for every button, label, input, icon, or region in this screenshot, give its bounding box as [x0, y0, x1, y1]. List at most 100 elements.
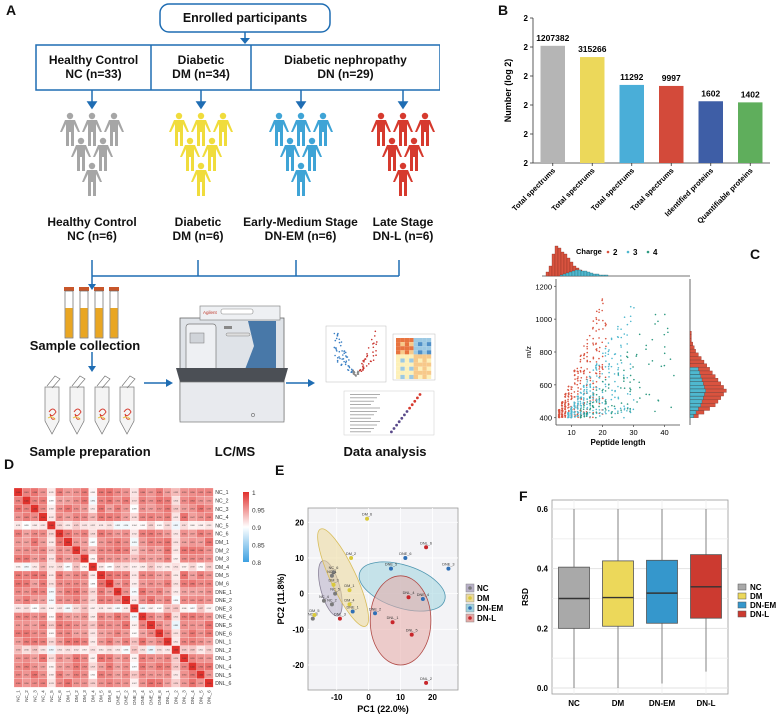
scatter-point-charge3 [623, 407, 626, 410]
scatter-point-charge4 [654, 410, 656, 413]
right-hist-bar-charge3 [689, 388, 706, 393]
heatmap-cell-value: 0.951 [157, 583, 162, 585]
scatter-point-charge2 [583, 345, 585, 347]
heatmap-cell-value: 0.937 [91, 517, 96, 519]
scatter-point-charge3 [610, 365, 613, 368]
y-axis-title: Number (log 2) [503, 59, 513, 123]
mini-heatmap-cell [413, 342, 418, 347]
scatter-point-charge3 [576, 415, 579, 417]
scatter-point-charge4 [588, 396, 591, 399]
scatter-point-charge4 [595, 401, 598, 403]
pca-point-label: DM_2 [346, 552, 356, 556]
heatmap-row-label: NC_2 [215, 498, 228, 504]
scatter-point-charge2 [561, 401, 564, 404]
scatter-point-charge3 [585, 383, 588, 386]
heatmap-cell-value: 0.909 [132, 583, 137, 585]
pca-point-label: DNE_4 [417, 593, 429, 597]
confidence-ellipse-dn-l [369, 575, 432, 666]
heatmap-row-label: DNL_5 [215, 673, 231, 679]
enrichment-dot [397, 420, 401, 424]
bar-value-label: 1402 [741, 89, 760, 99]
scatter-point-charge4 [604, 390, 607, 392]
scatter-point-charge4 [663, 352, 666, 355]
scatter-point-charge4 [673, 374, 675, 377]
mini-heatmap-cell [413, 366, 418, 371]
scatter-point-charge3 [595, 408, 598, 411]
scatter-point-charge4 [592, 393, 594, 395]
scatter-point-charge3 [583, 390, 585, 392]
pca-point [337, 616, 342, 621]
heatmap-cell-value: 0.969 [207, 625, 212, 627]
tube-sample [65, 308, 73, 338]
heatmap-cell-value: 0.952 [157, 675, 162, 677]
heatmap-cell-value: 1.000 [99, 575, 104, 577]
scatter-point-charge3 [586, 403, 588, 406]
pca-point-label: DNE_2 [369, 607, 381, 611]
heatmap-cell-value: 0.905 [16, 567, 21, 569]
heatmap-cell-value: 0.952 [16, 517, 21, 519]
heatmap-cell-value: 0.958 [57, 583, 62, 585]
eppendorf-lid [96, 375, 111, 389]
scatter-point-charge3 [570, 414, 573, 417]
heatmap-cell-value: 0.895 [116, 608, 121, 610]
heatmap-cell-value: 0.956 [41, 633, 46, 635]
heatmap-cell-value: 0.945 [116, 666, 121, 668]
colorbar [243, 492, 249, 562]
scatter-point-charge2 [598, 370, 601, 373]
heatmap-cell-value: 0.914 [66, 650, 71, 652]
scatter-point-charge4 [623, 376, 625, 379]
volcano-point [372, 359, 375, 361]
scatter-point-charge4 [620, 359, 622, 361]
volcano-point [359, 369, 362, 371]
top-hist-bar-charge3 [586, 271, 591, 277]
scatter-point-charge2 [592, 356, 595, 359]
heatmap-cell-value: 0.964 [57, 492, 62, 494]
heatmap-cell-value: 0.954 [149, 550, 154, 552]
heatmap-cell-value: 0.968 [74, 592, 79, 594]
y-tick-label: 2 [524, 159, 529, 168]
scatter-point-charge3 [595, 363, 598, 365]
volcano-point [354, 374, 357, 377]
heatmap-cell-value: 0.957 [199, 600, 204, 602]
mini-heatmap-cell [413, 338, 418, 343]
mini-heatmap-cell [413, 374, 418, 379]
scatter-point-charge3 [614, 353, 617, 355]
scatter-point-charge3 [592, 369, 595, 371]
y-tick-label: 0.4 [537, 565, 549, 574]
heatmap-cell-value: 1.000 [174, 650, 179, 652]
heatmap-cell-value: 0.946 [157, 575, 162, 577]
legend-marker [626, 250, 630, 254]
heatmap-cell-value: 0.967 [57, 542, 62, 544]
heatmap-cell-value: 0.951 [82, 550, 87, 552]
scatter-point-charge3 [626, 376, 629, 379]
pca-point [350, 609, 355, 614]
scatter-point-charge2 [558, 409, 561, 412]
heatmap-cell-value: 0.955 [199, 641, 204, 643]
scatter-point-charge2 [577, 370, 579, 373]
heatmap-cell-value: 0.962 [149, 616, 154, 618]
volcano-point [339, 357, 341, 360]
scatter-point-charge2 [601, 299, 603, 302]
heatmap-cell-value: 0.911 [132, 575, 136, 577]
heatmap-cell-value: 0.960 [99, 616, 104, 618]
scatter-point-charge2 [592, 342, 594, 344]
scatter-point-charge2 [577, 380, 579, 382]
heatmap-cell-value: 0.963 [190, 641, 195, 643]
heatmap-row-label: NC_5 [215, 523, 228, 529]
scatter-point-charge3 [583, 386, 585, 388]
enrichment-term [350, 404, 371, 405]
scatter-point-charge3 [610, 337, 613, 340]
heatmap-col-label: DNL_4 [190, 690, 195, 705]
scatter-point-charge2 [577, 376, 579, 378]
pca-point-label: NC_2 [327, 598, 337, 602]
heatmap-cell-value: 0.919 [116, 567, 121, 569]
volcano-point [344, 363, 347, 366]
scatter-point-charge3 [585, 386, 588, 389]
heatmap-cell-value: 0.960 [16, 616, 21, 618]
scatter-point-charge3 [613, 373, 616, 375]
data-analysis-thumbnails [325, 325, 436, 436]
heatmap-cell-value: 0.954 [116, 683, 121, 685]
mini-heatmap-cell [413, 346, 418, 351]
scatter-point-charge2 [602, 319, 604, 322]
heatmap-cell-value: 0.902 [199, 567, 204, 569]
